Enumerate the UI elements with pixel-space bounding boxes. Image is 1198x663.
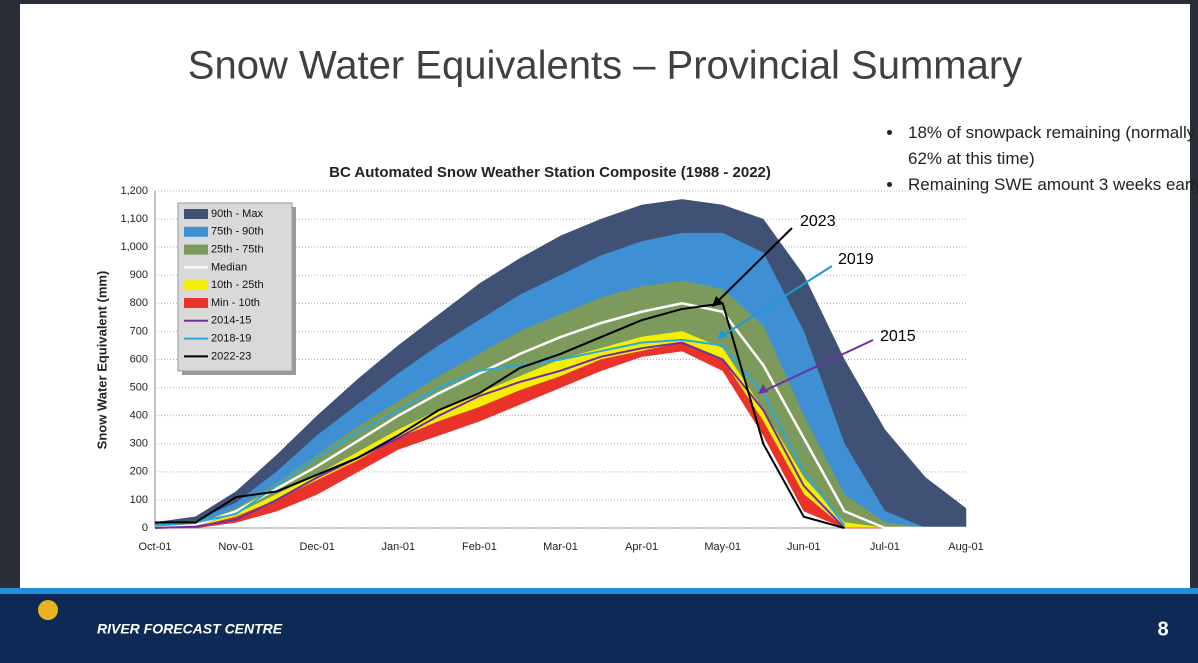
x-tick-label: Jan-01 xyxy=(381,541,415,553)
y-tick-label: 1,200 xyxy=(120,185,148,197)
legend-swatch xyxy=(184,226,208,237)
x-tick-label: Feb-01 xyxy=(462,541,497,553)
legend-swatch xyxy=(184,244,208,255)
band xyxy=(154,342,966,529)
logo xyxy=(38,600,58,620)
legend-label: 2022-23 xyxy=(211,350,251,362)
plot: 0 100 200 300 400 500 600 700 800 900 1,000 1,100 1,… xyxy=(120,185,983,553)
chart-title: BC Automated Snow Weather Station Compos… xyxy=(329,164,771,181)
y-tick-label: 100 xyxy=(130,494,148,506)
x-tick-label: Aug-01 xyxy=(948,541,983,553)
legend-swatch xyxy=(184,298,208,308)
y-tick-label: 200 xyxy=(130,466,148,478)
bullet: 18% of snowpack remaining (normally 62% … xyxy=(904,120,1198,172)
line xyxy=(154,338,846,527)
arrow-head xyxy=(712,296,723,307)
annotation: 2023 xyxy=(800,213,836,230)
arrow xyxy=(721,265,833,337)
footer-text: RIVER FORECAST CENTRE xyxy=(97,621,283,637)
y-tick-label: 300 xyxy=(130,438,148,450)
y-tick-label: 500 xyxy=(130,381,148,393)
legend-label: Median xyxy=(211,261,247,273)
y-axis-label: Snow Water Equivalent (mm) xyxy=(94,271,109,450)
y-tick-label: 600 xyxy=(130,353,148,365)
arrow-head xyxy=(717,329,727,339)
x-tick-label: Oct-01 xyxy=(138,541,171,553)
x-tick-label: May-01 xyxy=(704,541,741,553)
legend-label: 10th - 25th xyxy=(211,279,264,291)
x-tick-label: Nov-01 xyxy=(218,541,253,553)
slide-title: Snow Water Equivalents – Provincial Summ… xyxy=(188,44,1022,88)
y-tick-label: 0 xyxy=(142,522,148,534)
y-tick-label: 400 xyxy=(130,410,148,422)
annotation: 2015 xyxy=(880,328,916,345)
y-tick-label: 800 xyxy=(130,297,148,309)
annotation: 2019 xyxy=(838,251,874,268)
legend-label: 90th - Max xyxy=(211,208,263,220)
x-tick-label: Mar-01 xyxy=(543,541,578,553)
overlay: 2023 2019 2015 xyxy=(712,213,916,394)
arrow xyxy=(763,339,874,392)
bullet: Remaining SWE amount 3 weeks early xyxy=(904,172,1198,198)
legend-label: 75th - 90th xyxy=(211,226,264,238)
line xyxy=(154,302,966,530)
bullet-list: 18% of snowpack remaining (normally 62% … xyxy=(874,120,1198,198)
line xyxy=(154,341,846,529)
legend-label: 2014-15 xyxy=(211,315,251,327)
x-tick-label: Apr-01 xyxy=(625,541,658,553)
legend-label: Min - 10th xyxy=(211,297,260,309)
legend-label: 25th - 75th xyxy=(211,244,264,256)
arrow-head xyxy=(758,384,768,394)
y-tick-label: 900 xyxy=(130,269,148,281)
x-tick-label: Dec-01 xyxy=(299,541,334,553)
y-tick-label: 700 xyxy=(130,325,148,337)
line xyxy=(155,302,845,529)
page-number: 8 xyxy=(1157,618,1168,640)
y-tick-label: 1,000 xyxy=(120,241,148,253)
footer xyxy=(0,588,1198,663)
legend-label: 2018-19 xyxy=(211,333,251,345)
legend-swatch xyxy=(184,209,208,219)
x-tick-label: Jul-01 xyxy=(870,541,900,553)
arrow xyxy=(715,227,793,304)
footer-stripe xyxy=(0,588,1198,594)
y-tick-label: 1,100 xyxy=(120,213,148,225)
x-tick-label: Jun-01 xyxy=(787,541,821,553)
legend-swatch xyxy=(184,280,208,291)
